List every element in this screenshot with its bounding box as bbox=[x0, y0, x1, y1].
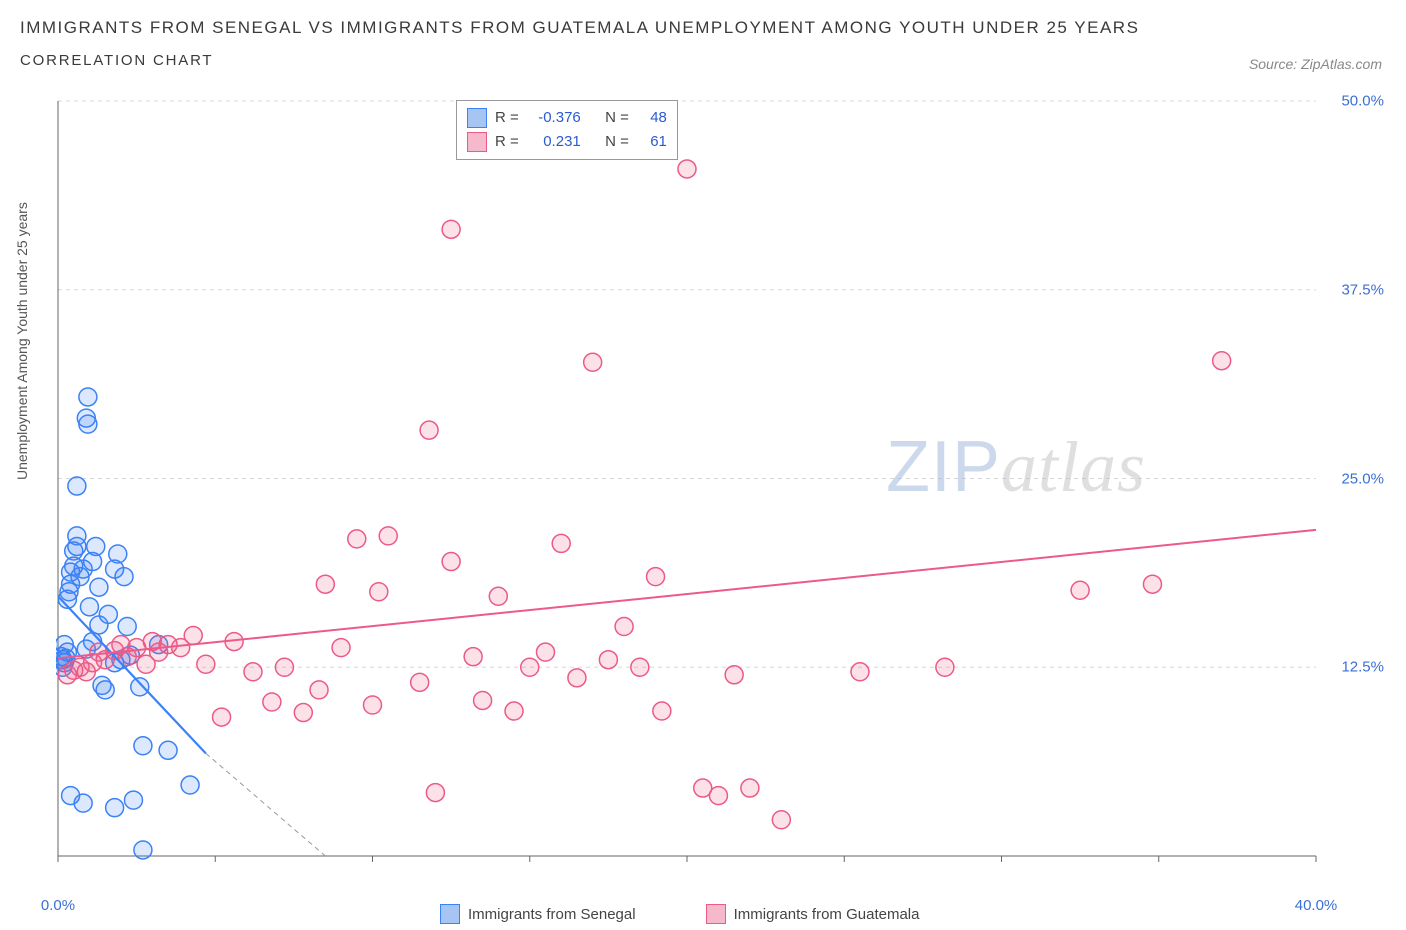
n-label: N = bbox=[605, 106, 629, 130]
y-tick-label: 37.5% bbox=[1341, 281, 1384, 298]
source-label: Source: ZipAtlas.com bbox=[1249, 56, 1382, 72]
swatch-senegal bbox=[467, 108, 487, 128]
legend-label-guatemala: Immigrants from Guatemala bbox=[734, 906, 920, 923]
watermark-atlas: atlas bbox=[1001, 427, 1146, 507]
correlation-stats-box: R = -0.376 N = 48 R = 0.231 N = 61 bbox=[456, 100, 678, 160]
y-tick-label: 12.5% bbox=[1341, 659, 1384, 676]
swatch-guatemala bbox=[467, 132, 487, 152]
chart-container: R = -0.376 N = 48 R = 0.231 N = 61 ZIPat… bbox=[56, 96, 1386, 886]
legend-item-guatemala: Immigrants from Guatemala bbox=[706, 904, 920, 924]
y-tick-label: 50.0% bbox=[1341, 93, 1384, 110]
legend-item-senegal: Immigrants from Senegal bbox=[440, 904, 636, 924]
legend-label-senegal: Immigrants from Senegal bbox=[468, 906, 636, 923]
legend-swatch-guatemala bbox=[706, 904, 726, 924]
legend-swatch-senegal bbox=[440, 904, 460, 924]
y-tick-label: 25.0% bbox=[1341, 470, 1384, 487]
chart-subtitle: CORRELATION CHART bbox=[20, 52, 1386, 69]
scatter-plot bbox=[56, 96, 1386, 886]
n-label: N = bbox=[605, 130, 629, 154]
chart-title: IMMIGRANTS FROM SENEGAL VS IMMIGRANTS FR… bbox=[20, 18, 1386, 38]
n-value-guatemala: 61 bbox=[637, 130, 667, 154]
r-label: R = bbox=[495, 130, 519, 154]
stats-row-guatemala: R = 0.231 N = 61 bbox=[467, 130, 667, 154]
r-value-senegal: -0.376 bbox=[527, 106, 581, 130]
bottom-legend: Immigrants from Senegal Immigrants from … bbox=[440, 904, 919, 924]
x-tick-label: 40.0% bbox=[1295, 897, 1338, 914]
y-axis-label: Unemployment Among Youth under 25 years bbox=[14, 202, 30, 480]
x-tick-label: 0.0% bbox=[41, 897, 75, 914]
n-value-senegal: 48 bbox=[637, 106, 667, 130]
watermark: ZIPatlas bbox=[886, 426, 1146, 509]
r-value-guatemala: 0.231 bbox=[527, 130, 581, 154]
r-label: R = bbox=[495, 106, 519, 130]
stats-row-senegal: R = -0.376 N = 48 bbox=[467, 106, 667, 130]
watermark-zip: ZIP bbox=[886, 427, 1001, 507]
